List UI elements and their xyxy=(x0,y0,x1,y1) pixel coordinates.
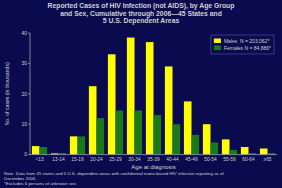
bar xyxy=(89,86,97,154)
title: Reported Cases of HIV Infection (not AID… xyxy=(48,2,235,25)
x-tick-label: 13-14 xyxy=(52,157,65,162)
note: Note. Data from 45 states and 5 U.S. dep… xyxy=(4,171,224,186)
legend-swatch xyxy=(214,39,221,44)
chart: Reported Cases of HIV Infection (not AID… xyxy=(0,0,282,188)
bar xyxy=(97,118,105,154)
bar xyxy=(146,42,154,154)
bar xyxy=(203,124,211,154)
title-line: 5 U.S. Dependent Areas xyxy=(103,17,180,25)
x-tick-label: 60-64 xyxy=(242,157,255,162)
bar xyxy=(127,38,135,155)
y-tick-label: 10 xyxy=(21,121,27,127)
x-tick-label: <13 xyxy=(35,157,43,162)
bar xyxy=(165,66,173,154)
legend-label: Males N = 203,062* xyxy=(224,38,269,44)
y-tick-label: 30 xyxy=(21,60,27,66)
bar xyxy=(222,139,230,154)
bar xyxy=(241,147,249,155)
bar xyxy=(108,54,116,154)
bars xyxy=(32,38,275,155)
y-tick xyxy=(28,33,30,34)
x-tick-label: ≥65 xyxy=(264,157,272,162)
bar xyxy=(32,146,40,155)
x-axis xyxy=(30,154,277,155)
bar xyxy=(135,111,143,155)
note-line: Note. Data from 45 states and 5 U.S. dep… xyxy=(4,171,224,176)
bar xyxy=(154,115,162,155)
y-label: No. of cases (in thousands) xyxy=(4,62,10,125)
y-tick-label: 40 xyxy=(21,30,27,36)
bar xyxy=(184,101,192,154)
bar xyxy=(70,136,78,154)
x-tick-label: 45-49 xyxy=(185,157,198,162)
bar xyxy=(192,135,200,155)
x-tick-label: 55-59 xyxy=(223,157,236,162)
x-tick-label: 20-24 xyxy=(90,157,103,162)
x-tick-label: 15-19 xyxy=(71,157,84,162)
legend-label: Females N = 84,886* xyxy=(224,45,271,51)
x-tick-label: 35-39 xyxy=(147,157,160,162)
legend: Males N = 203,062*Females N = 84,886* xyxy=(211,35,274,54)
y-tick-label: 20 xyxy=(21,91,27,97)
bar xyxy=(173,124,181,154)
bar xyxy=(230,150,238,155)
background xyxy=(0,0,282,188)
y-tick xyxy=(28,124,30,125)
y-tick-label: 0 xyxy=(24,151,27,157)
y-tick xyxy=(28,154,30,155)
bar xyxy=(40,147,48,155)
legend-swatch xyxy=(214,46,221,51)
x-tick-label: 30-34 xyxy=(128,157,141,162)
bar xyxy=(78,136,86,154)
note-line: *Excludes 6 persons of unknown sex. xyxy=(4,181,77,186)
x-tick-label: 40-44 xyxy=(166,157,179,162)
y-tick xyxy=(28,93,30,94)
y-tick xyxy=(28,63,30,64)
legend-frame xyxy=(211,35,274,54)
x-tick-label: 25-29 xyxy=(109,157,122,162)
bar xyxy=(260,149,268,155)
x-tick-label: 50-54 xyxy=(204,157,217,162)
bar xyxy=(116,111,124,155)
x-label: Age at diagnosis xyxy=(131,164,175,170)
bar xyxy=(211,142,219,154)
